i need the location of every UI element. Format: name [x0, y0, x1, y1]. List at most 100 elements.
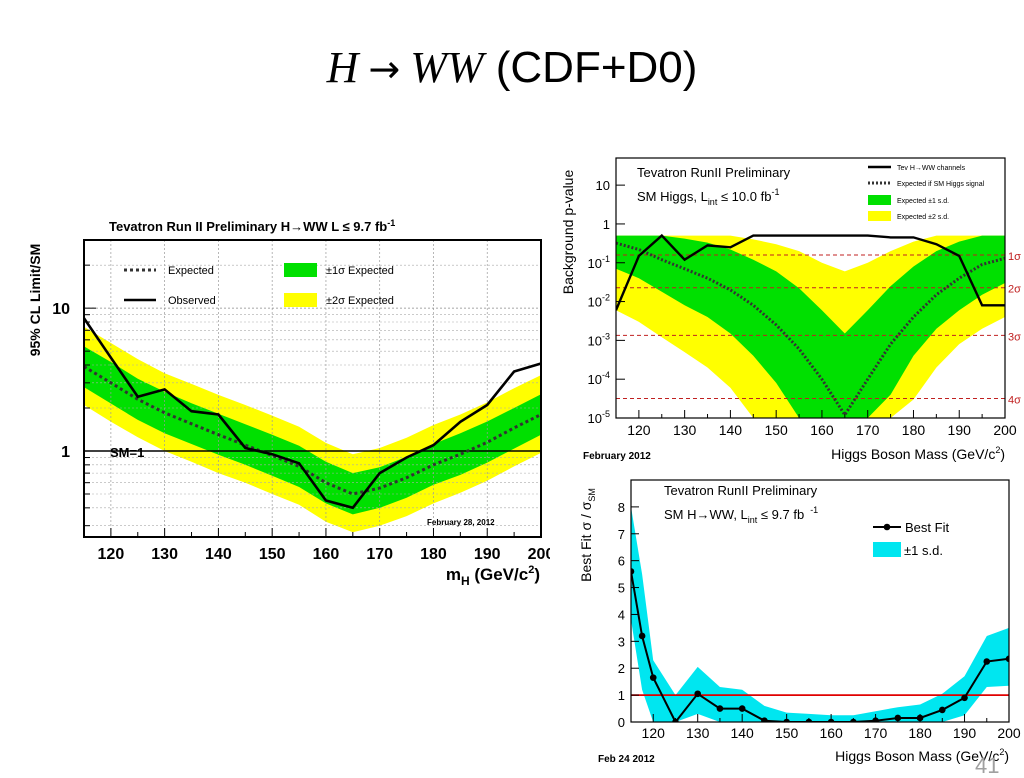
limit-legend-2sigma-label: ±2σ Expected: [326, 295, 394, 307]
pvalue-x-tick-label: 130: [673, 422, 697, 438]
bestfit-y-tick-label: 2: [618, 661, 625, 676]
bestfit-date-label: Feb 24 2012: [598, 754, 655, 765]
pvalue-x-tick-label: 170: [856, 422, 880, 438]
pvalue-legend-1sigma-label: Expected ±1 s.d.: [897, 198, 949, 205]
limit-legend: Expected Observed ±1σ Expected ±2σ Expected: [124, 263, 394, 307]
bestfit-y-tick-label: 3: [618, 634, 625, 649]
bestfit-y-tick-label: 8: [618, 500, 625, 515]
bestfit-x-tick-label: 200: [997, 725, 1021, 741]
title-math-ww: WW: [410, 43, 484, 92]
limit-x-tick-label: 170: [366, 546, 393, 563]
limit-date-label: February 28, 2012: [427, 518, 495, 527]
pvalue-date-label: February 2012: [583, 451, 651, 462]
bestfit-title-line1: Tevatron RunII Preliminary: [664, 483, 818, 498]
bestfit-point: [716, 705, 724, 712]
bestfit-chart: Tevatron RunII Preliminary SM H→WW, Lint…: [578, 479, 1021, 764]
bestfit-x-tick-label: 130: [686, 725, 710, 741]
pvalue-x-tick-label: 180: [902, 422, 926, 438]
bestfit-y-tick-label: 4: [618, 607, 625, 622]
pvalue-x-axis-label: Higgs Boson Mass (GeV/c2): [831, 445, 1005, 462]
limit-y-axis-label: 95% CL Limit/SM: [27, 244, 43, 357]
pvalue-legend-observed-label: Tev H→WW channels: [897, 165, 966, 172]
bestfit-x-tick-label: 180: [908, 725, 932, 741]
pvalue-y-tick-label: 10-1: [588, 254, 610, 271]
pvalue-x-tick-label: 190: [948, 422, 972, 438]
pvalue-y-tick-label: 1: [603, 217, 610, 232]
bestfit-x-tick-label: 120: [642, 725, 666, 741]
bestfit-x-tick-label: 160: [819, 725, 843, 741]
limit-x-axis-label: mH (GeV/c2): [446, 564, 540, 588]
pvalue-legend-expected-label: Expected if SM Higgs signal: [897, 181, 985, 188]
pvalue-chart: Tevatron RunII Preliminary SM Higgs, Lin…: [560, 157, 1021, 462]
bestfit-legend-point-swatch: [883, 523, 891, 531]
limit-legend-1sigma-label: ±1σ Expected: [326, 265, 394, 277]
slide-title: H → WW (CDF+D0): [0, 38, 1024, 99]
limit-observed-line: [84, 317, 541, 510]
bestfit-y-axis-label: Best Fit σ / σSM: [578, 488, 597, 582]
bestfit-point: [938, 706, 946, 714]
bestfit-y-tick-label: 0: [618, 715, 625, 730]
bestfit-y-tick-label: 5: [618, 581, 625, 596]
bestfit-y-tick-label: 7: [618, 527, 625, 542]
bestfit-plot-contents: [631, 506, 1009, 722]
limit-x-tick-label: 130: [151, 546, 178, 563]
pvalue-y-tick-label: 10-4: [588, 370, 610, 387]
limit-x-tick-label: 150: [259, 546, 286, 563]
bestfit-frame: [630, 479, 1010, 723]
bestfit-point: [738, 705, 746, 712]
pvalue-sigma-label: 1σ: [1008, 251, 1021, 263]
bestfit-y-tick-label: 6: [618, 554, 625, 569]
pvalue-y-tick-label: 10-2: [588, 293, 610, 310]
bestfit-point: [961, 694, 968, 702]
limit-chart: Tevatron Run II Preliminary H→WW L ≤ 9.7…: [27, 218, 550, 588]
bestfit-point: [638, 632, 646, 640]
pvalue-sigma-labels: 1σ 2σ 3σ 4σ: [1008, 251, 1021, 407]
pvalue-plot-area: [615, 184, 1006, 419]
bestfit-point: [649, 674, 657, 681]
limit-x-tick-label: 140: [205, 546, 232, 563]
limit-x-tick-label: 180: [420, 546, 447, 563]
limit-x-tick-labels: 120 130 140 150 160 170 180 190 200: [98, 546, 550, 563]
limit-y-tick-label: 10: [52, 301, 70, 318]
pvalue-title-line1: Tevatron RunII Preliminary: [637, 165, 791, 180]
bestfit-point: [694, 690, 702, 698]
bestfit-x-tick-label: 150: [775, 725, 799, 741]
bestfit-y-tick-label: 1: [618, 688, 625, 703]
pvalue-plot-contents: [616, 233, 1005, 418]
pvalue-x-tick-label: 200: [993, 422, 1017, 438]
bestfit-x-axis-label: Higgs Boson Mass (GeV/c2): [835, 747, 1009, 764]
pvalue-x-tick-label: 120: [627, 422, 651, 438]
pvalue-y-tick-label: 10-3: [588, 331, 610, 348]
pvalue-frame: [615, 157, 1006, 419]
bestfit-x-tick-labels: 120 130 140 150 160 170 180 190 200: [642, 725, 1021, 741]
page-number: 41: [975, 753, 1000, 778]
pvalue-observed-line: [616, 233, 1005, 311]
bestfit-x-tick-label: 190: [953, 725, 977, 741]
bestfit-1sigma-band: [631, 506, 1009, 722]
title-arrow: →: [368, 47, 401, 91]
limit-chart-title: Tevatron Run II Preliminary H→WW L ≤ 9.7…: [109, 218, 395, 234]
limit-legend-expected-label: Expected: [168, 265, 214, 277]
limit-x-tick-label: 190: [474, 546, 501, 563]
pvalue-legend-2sigma-swatch: [868, 211, 891, 221]
bestfit-legend: Best Fit ±1 s.d.: [873, 520, 949, 558]
limit-y-tick-label: 1: [61, 444, 70, 461]
limit-x-tick-label: 160: [313, 546, 340, 563]
bestfit-plot-area: [630, 506, 1010, 723]
pvalue-y-tick-labels: 10 1 10-1 10-2 10-3 10-4 10-5: [588, 178, 610, 426]
pvalue-sigma-label: 3σ: [1008, 331, 1021, 343]
pvalue-x-tick-labels: 120 130 140 150 160 170 180 190 200: [627, 422, 1017, 438]
limit-x-tick-label: 120: [98, 546, 125, 563]
bestfit-point: [631, 568, 635, 575]
pvalue-x-tick-label: 140: [719, 422, 743, 438]
limit-legend-observed-label: Observed: [168, 295, 216, 307]
bestfit-x-tick-label: 140: [730, 725, 754, 741]
bestfit-title-line2: SM H→WW, Lint ≤ 9.7 fb -1: [664, 505, 818, 525]
pvalue-legend-1sigma-swatch: [868, 195, 891, 205]
pvalue-y-axis-label: Background p-value: [560, 170, 576, 295]
limit-legend-2sigma-swatch: [284, 293, 317, 307]
bestfit-point: [894, 714, 902, 722]
pvalue-x-tick-label: 150: [764, 422, 788, 438]
title-math-h: H: [326, 43, 359, 92]
pvalue-legend: Tev H→WW channels Expected if SM Higgs si…: [868, 165, 985, 221]
